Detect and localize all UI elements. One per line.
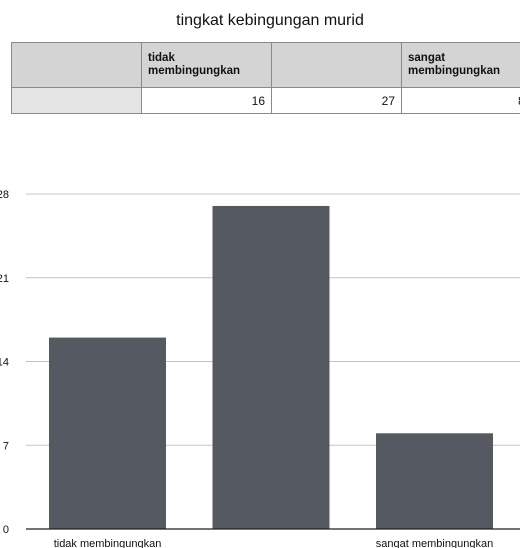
y-tick-label: 28 — [0, 189, 9, 201]
table-cell-tidak-membingungkan: 16 — [141, 87, 272, 114]
table-cell-value: 27 — [381, 94, 395, 108]
bar — [49, 337, 166, 529]
bar — [212, 205, 330, 529]
y-tick-label: 0 — [3, 524, 9, 536]
x-tick-label: sangat membingungkan — [376, 538, 493, 548]
table-header-sangat-membingungkan: sangat membingungkan — [401, 42, 520, 88]
table-cell-value: 16 — [251, 94, 265, 108]
y-tick-label: 7 — [3, 440, 9, 452]
bar — [376, 433, 493, 529]
table-header-label: tidak membingungkan — [148, 52, 241, 77]
table-header-tidak-membingungkan: tidak membingungkan — [141, 42, 272, 88]
chart-title: tingkat kebingungan murid — [176, 12, 364, 29]
table-cell-middle: 27 — [271, 87, 402, 114]
y-tick-label: 21 — [0, 273, 9, 285]
x-tick-label: tidak membingungkan — [54, 538, 162, 548]
table-header-label: sangat membingungkan — [408, 52, 501, 77]
y-tick-label: 14 — [0, 357, 9, 369]
table-cell-value: 8 — [518, 94, 520, 108]
table-cell-sangat-membingungkan: 8 — [401, 87, 520, 114]
